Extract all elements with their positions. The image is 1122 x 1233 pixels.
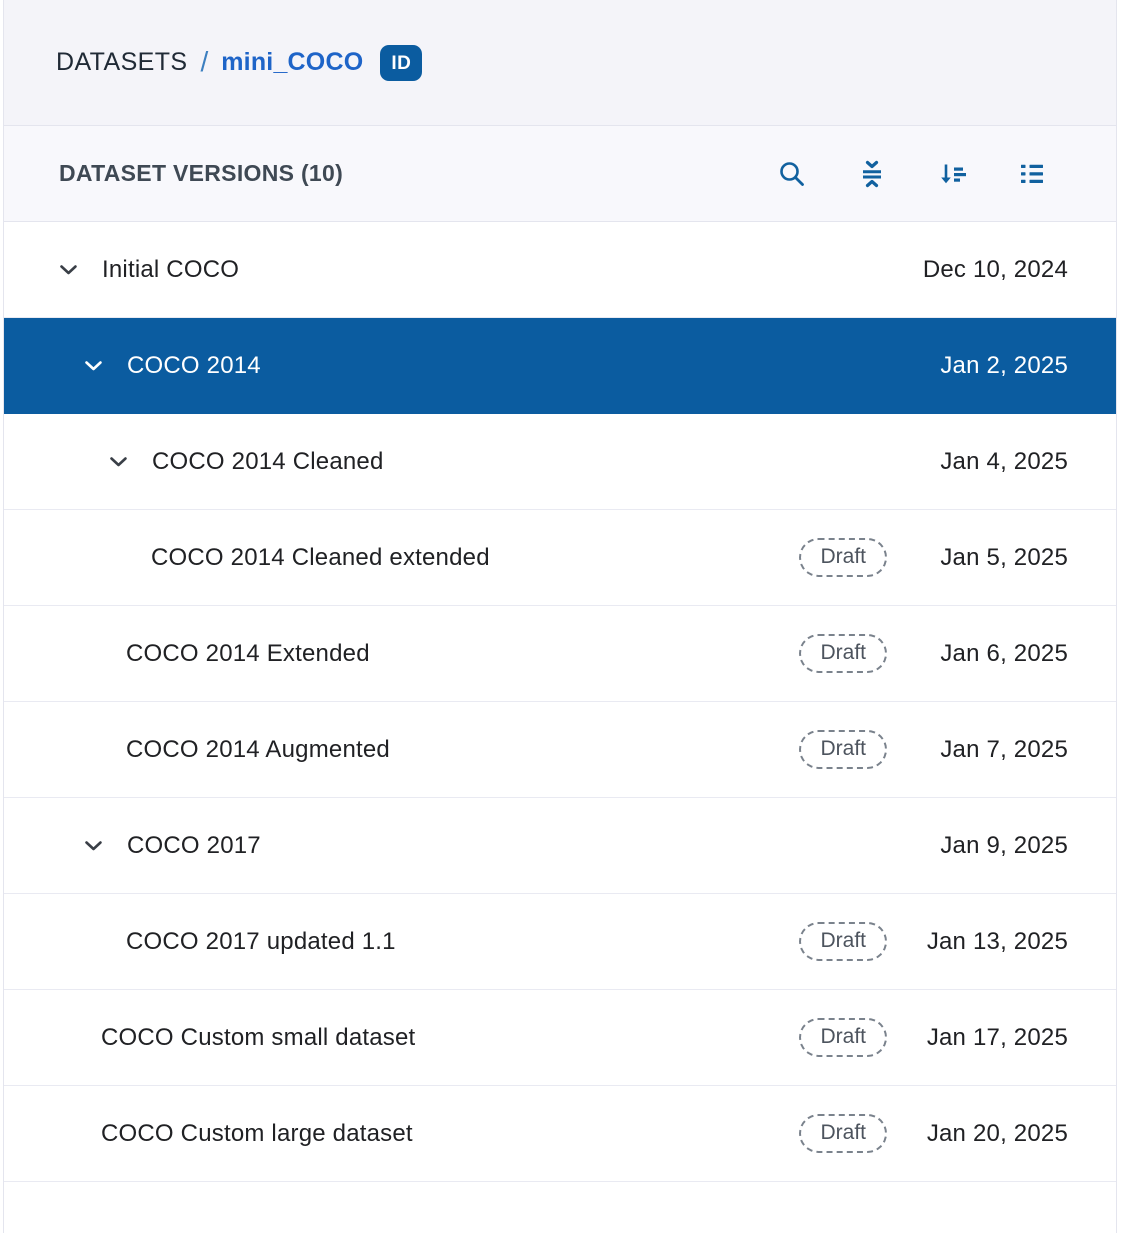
list-view-icon[interactable]: [1018, 160, 1046, 188]
version-date: Jan 13, 2025: [926, 927, 1068, 955]
chevron-down-icon[interactable]: [84, 360, 103, 372]
version-label: COCO 2017: [127, 831, 261, 859]
version-label: COCO 2014 Cleaned: [152, 447, 384, 475]
draft-badge: Draft: [799, 634, 887, 673]
version-row[interactable]: COCO 2014 Jan 2, 2025: [4, 318, 1116, 414]
breadcrumb: DATASETS / mini_COCO ID: [56, 44, 423, 81]
collapse-rows-icon[interactable]: [858, 160, 886, 188]
header-toolbar: [778, 160, 1046, 188]
version-row-meta: Jan 9, 2025: [908, 832, 1068, 860]
version-label: Initial COCO: [102, 255, 240, 283]
version-date: Jan 4, 2025: [940, 447, 1068, 475]
version-label: COCO Custom large dataset: [101, 1119, 413, 1147]
breadcrumb-current-dataset[interactable]: mini_COCO: [221, 48, 364, 76]
version-label: COCO 2017 updated 1.1: [126, 927, 396, 955]
chevron-down-icon[interactable]: [84, 840, 103, 852]
version-row-meta: Jan 4, 2025: [908, 448, 1068, 476]
search-icon[interactable]: [778, 160, 806, 188]
version-row-meta: Dec 10, 2024: [908, 256, 1068, 284]
draft-badge: Draft: [799, 730, 887, 769]
version-label: COCO 2014: [127, 351, 261, 379]
draft-badge: Draft: [799, 1018, 887, 1057]
version-date: Jan 17, 2025: [926, 1023, 1068, 1051]
version-row-meta: Draft Jan 17, 2025: [799, 1018, 1068, 1057]
version-row-meta: Draft Jan 5, 2025: [799, 538, 1068, 577]
version-row-meta: Jan 2, 2025: [908, 352, 1068, 380]
breadcrumb-bar: DATASETS / mini_COCO ID: [4, 0, 1116, 126]
draft-badge: Draft: [799, 922, 887, 961]
version-date: Dec 10, 2024: [922, 255, 1068, 283]
breadcrumb-datasets-link[interactable]: DATASETS: [56, 48, 188, 76]
version-date: Jan 20, 2025: [926, 1119, 1068, 1147]
version-row-meta: Draft Jan 20, 2025: [799, 1114, 1068, 1153]
version-row[interactable]: COCO 2014 Cleaned extended Draft Jan 5, …: [4, 510, 1116, 606]
version-label: COCO Custom small dataset: [101, 1023, 416, 1051]
dataset-id-badge[interactable]: ID: [380, 44, 423, 81]
version-row-meta: Draft Jan 7, 2025: [799, 730, 1068, 769]
version-row[interactable]: COCO 2014 Extended Draft Jan 6, 2025: [4, 606, 1116, 702]
version-row[interactable]: COCO Custom large dataset Draft Jan 20, …: [4, 1086, 1116, 1182]
version-row[interactable]: COCO 2014 Augmented Draft Jan 7, 2025: [4, 702, 1116, 798]
version-date: Jan 6, 2025: [940, 639, 1068, 667]
page-title: DATASET VERSIONS (10): [59, 160, 344, 186]
chevron-down-icon[interactable]: [59, 264, 78, 276]
version-date: Jan 5, 2025: [940, 543, 1068, 571]
breadcrumb-separator: /: [200, 45, 209, 77]
draft-badge: Draft: [799, 538, 887, 577]
dataset-versions-panel: DATASETS / mini_COCO ID DATASET VERSIONS…: [3, 0, 1117, 1233]
chevron-down-icon[interactable]: [109, 456, 128, 468]
version-row-meta: Draft Jan 6, 2025: [799, 634, 1068, 673]
version-date: Jan 9, 2025: [940, 831, 1068, 859]
version-list: Initial COCO Dec 10, 2024 COCO 2014 Jan …: [4, 222, 1116, 1182]
version-row[interactable]: COCO Custom small dataset Draft Jan 17, …: [4, 990, 1116, 1086]
version-label: COCO 2014 Extended: [126, 639, 370, 667]
draft-badge: Draft: [799, 1114, 887, 1153]
version-label: COCO 2014 Cleaned extended: [151, 543, 490, 571]
version-date: Jan 2, 2025: [940, 351, 1068, 379]
version-row[interactable]: Initial COCO Dec 10, 2024: [4, 222, 1116, 318]
version-row[interactable]: COCO 2017 Jan 9, 2025: [4, 798, 1116, 894]
version-date: Jan 7, 2025: [940, 735, 1068, 763]
version-row[interactable]: COCO 2014 Cleaned Jan 4, 2025: [4, 414, 1116, 510]
sort-descending-icon[interactable]: [938, 160, 966, 188]
version-label: COCO 2014 Augmented: [126, 735, 390, 763]
versions-list-header: DATASET VERSIONS (10): [4, 126, 1116, 222]
version-row[interactable]: COCO 2017 updated 1.1 Draft Jan 13, 2025: [4, 894, 1116, 990]
version-row-meta: Draft Jan 13, 2025: [799, 922, 1068, 961]
